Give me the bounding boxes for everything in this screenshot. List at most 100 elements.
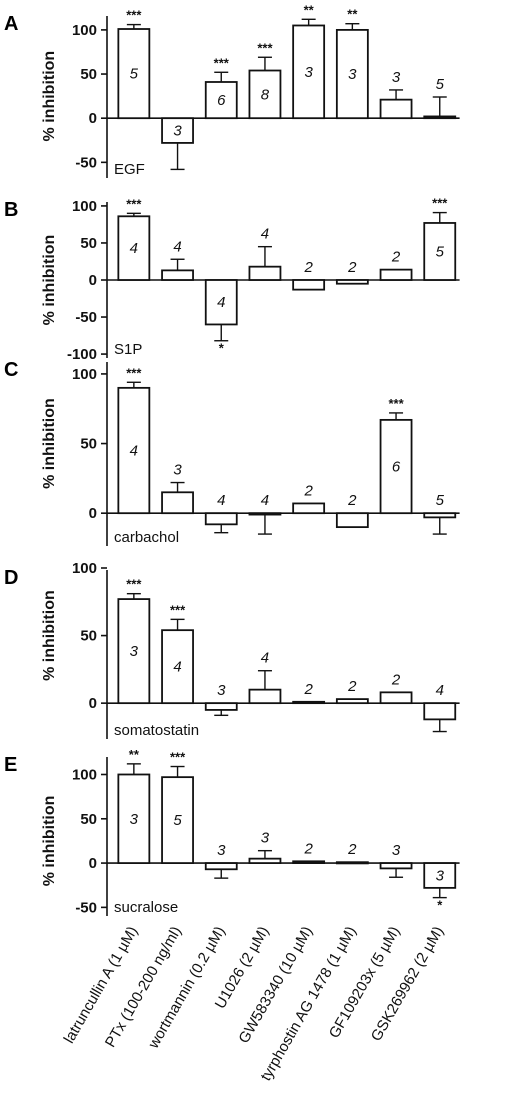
panel-label: C xyxy=(4,359,18,381)
panel-label: B xyxy=(4,199,18,221)
significance-label: * xyxy=(219,341,225,356)
x-axis-categories: latruncullin A (1 µM)PTx (100-200 ng/ml)… xyxy=(61,924,448,1084)
bar xyxy=(335,861,369,865)
bar xyxy=(204,279,238,326)
bar xyxy=(292,279,326,291)
n-label: 4 xyxy=(217,294,225,311)
n-label: 4 xyxy=(173,659,181,676)
significance-label: *** xyxy=(126,365,142,380)
y-axis-label: % inhibition xyxy=(41,51,58,142)
panel-label: A xyxy=(4,13,18,35)
n-label: 3 xyxy=(392,842,401,859)
n-label: 4 xyxy=(436,682,444,699)
y-tick-label: 0 xyxy=(89,695,97,712)
bar xyxy=(248,857,282,864)
stimulus-label: sucralose xyxy=(114,899,178,916)
y-tick-label: 0 xyxy=(89,110,97,127)
y-tick-label: 0 xyxy=(89,505,97,522)
chart-panel-e: E % inhibition -50 0 50 100 3 ** 5 *** 3 3 2 2 3 3 * sucr… xyxy=(4,747,460,916)
n-label: 3 xyxy=(348,66,357,83)
y-tick-label: 100 xyxy=(72,22,97,39)
n-label: 2 xyxy=(303,840,313,857)
bar xyxy=(423,512,457,519)
bar xyxy=(161,629,194,705)
bar xyxy=(379,862,413,870)
n-label: 3 xyxy=(217,842,226,859)
bar xyxy=(292,502,326,515)
n-label: 3 xyxy=(261,830,270,847)
n-label: 2 xyxy=(303,681,313,698)
bar xyxy=(423,115,457,120)
significance-label: *** xyxy=(214,55,230,70)
stimulus-label: carbachol xyxy=(114,529,179,546)
significance-label: *** xyxy=(126,196,142,211)
n-label: 2 xyxy=(391,249,401,266)
y-tick-label: 50 xyxy=(80,628,97,645)
n-label: 4 xyxy=(130,240,138,257)
chart-panel-d: D % inhibition 0 50 100 3 *** 4 *** 3 4 2 2 2 4 somatos… xyxy=(4,560,460,739)
n-label: 3 xyxy=(217,682,226,699)
significance-label: *** xyxy=(388,396,404,411)
n-label: 3 xyxy=(173,123,182,140)
bar xyxy=(335,28,369,120)
n-label: 3 xyxy=(304,64,313,81)
n-label: 5 xyxy=(173,812,182,829)
bar xyxy=(117,386,151,515)
n-label: 2 xyxy=(347,259,357,276)
bar xyxy=(248,688,282,705)
significance-label: ** xyxy=(129,747,140,762)
bar xyxy=(204,702,238,711)
n-label: 2 xyxy=(347,492,357,509)
bar xyxy=(117,215,151,281)
n-label: 4 xyxy=(173,238,181,255)
bar xyxy=(292,860,326,864)
bar xyxy=(423,702,457,721)
significance-label: * xyxy=(437,898,443,913)
bar xyxy=(335,279,369,285)
n-label: 5 xyxy=(130,66,139,83)
y-axis-label: % inhibition xyxy=(41,235,58,326)
y-tick-label: 50 xyxy=(80,436,97,453)
y-tick-label: -50 xyxy=(75,899,97,916)
n-label: 8 xyxy=(261,86,270,103)
y-axis-label: % inhibition xyxy=(41,590,58,681)
stimulus-label: S1P xyxy=(114,341,142,358)
y-axis-label: % inhibition xyxy=(41,796,58,887)
bar xyxy=(379,268,413,281)
bar xyxy=(248,265,282,281)
y-axis-label: % inhibition xyxy=(41,398,58,489)
bar xyxy=(379,691,413,705)
chart-panel-b: B % inhibition -100 -50 0 50 100 4 *** 4 4 * 4 2 2 2 5 **… xyxy=(4,196,460,363)
significance-label: *** xyxy=(170,750,186,765)
y-tick-label: -50 xyxy=(75,154,97,171)
panel-label: E xyxy=(4,754,17,776)
x-tick-label: wortmannin (0.2 µM) xyxy=(145,924,229,1053)
n-label: 3 xyxy=(173,462,182,479)
x-tick-label: PTx (100-200 ng/ml) xyxy=(102,924,185,1051)
y-tick-label: 50 xyxy=(80,66,97,83)
n-label: 2 xyxy=(347,678,357,695)
bar xyxy=(423,222,457,281)
chart-panel-a: A % inhibition -50 0 50 100 5 *** 3 6 *** 8 *** 3 ** 3 *… xyxy=(4,2,460,178)
bar xyxy=(204,81,238,120)
n-label: 2 xyxy=(303,259,313,276)
bar xyxy=(292,24,326,120)
n-label: 5 xyxy=(436,243,445,260)
n-label: 6 xyxy=(217,92,226,109)
significance-label: *** xyxy=(126,8,142,23)
n-label: 6 xyxy=(392,459,401,476)
y-tick-label: 100 xyxy=(72,366,97,383)
y-tick-label: 100 xyxy=(72,560,97,577)
significance-label: ** xyxy=(347,7,358,22)
n-label: 3 xyxy=(392,69,401,86)
y-tick-label: -100 xyxy=(67,346,97,363)
n-label: 2 xyxy=(347,841,357,858)
bar xyxy=(161,491,194,515)
n-label: 4 xyxy=(261,650,269,667)
significance-label: *** xyxy=(257,40,273,55)
n-label: 3 xyxy=(130,643,139,660)
bar xyxy=(204,512,238,526)
bar xyxy=(248,512,282,516)
n-label: 4 xyxy=(261,226,269,243)
